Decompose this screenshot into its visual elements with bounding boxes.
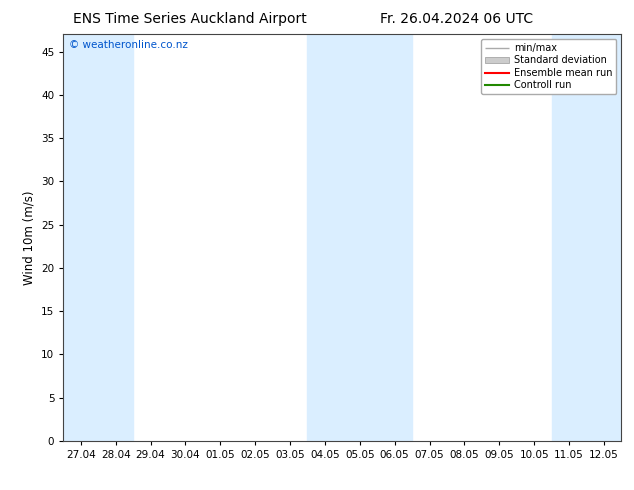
Text: Fr. 26.04.2024 06 UTC: Fr. 26.04.2024 06 UTC xyxy=(380,12,533,26)
Text: ENS Time Series Auckland Airport: ENS Time Series Auckland Airport xyxy=(74,12,307,26)
Bar xyxy=(98,34,133,441)
Bar xyxy=(586,34,621,441)
Bar xyxy=(342,34,377,441)
Bar xyxy=(63,34,98,441)
Bar xyxy=(552,34,586,441)
Y-axis label: Wind 10m (m/s): Wind 10m (m/s) xyxy=(23,191,36,285)
Bar xyxy=(377,34,412,441)
Legend: min/max, Standard deviation, Ensemble mean run, Controll run: min/max, Standard deviation, Ensemble me… xyxy=(481,39,616,94)
Text: © weatheronline.co.nz: © weatheronline.co.nz xyxy=(69,40,188,50)
Bar xyxy=(307,34,342,441)
